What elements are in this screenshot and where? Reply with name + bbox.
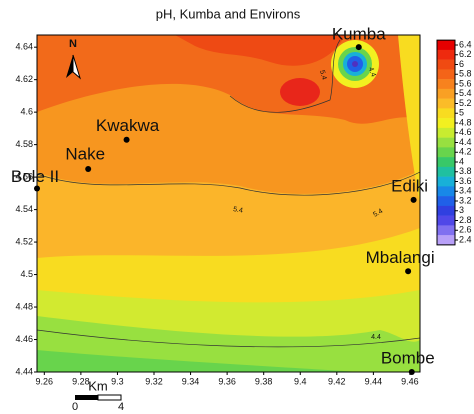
- place-marker: [408, 369, 415, 375]
- colorbar-cell: [437, 176, 455, 187]
- place-marker: [123, 136, 130, 143]
- colorbar-label: 3.6: [459, 176, 472, 186]
- y-tick-label: 4.44: [15, 366, 33, 376]
- colorbar-label: 6: [459, 59, 464, 69]
- x-tick-label: 9.34: [182, 376, 200, 386]
- colorbar-cell: [437, 118, 455, 129]
- contour-label: 4.4: [367, 66, 377, 78]
- colorbar-frame: [436, 39, 456, 246]
- place-label: Kumba: [332, 25, 386, 44]
- contour-fill: [37, 35, 420, 372]
- colorbar-cell: [437, 196, 455, 207]
- colorbar-cell: [437, 79, 455, 90]
- colorbar-cell: [437, 69, 455, 80]
- colorbar-label: 4: [459, 156, 464, 166]
- colorbar-cell: [437, 225, 455, 236]
- map-frame: [36, 34, 421, 373]
- x-tick-label: 9.36: [218, 376, 236, 386]
- contour-label: 5.4: [372, 208, 384, 219]
- place-marker: [405, 268, 412, 275]
- scale-bar: [75, 394, 122, 401]
- colorbar-label: 4.6: [459, 127, 472, 137]
- place-marker: [85, 165, 92, 172]
- colorbar-cell: [437, 157, 455, 168]
- x-tick-label: 9.26: [36, 376, 54, 386]
- y-tick-label: 4.56: [15, 171, 33, 181]
- colorbar-cell: [437, 108, 455, 119]
- colorbar-cell: [437, 127, 455, 138]
- colorbar-cell: [437, 59, 455, 70]
- scale-label: 4: [118, 401, 124, 413]
- y-tick-label: 4.52: [15, 236, 33, 246]
- place-label: Mbalangi: [366, 248, 435, 267]
- place-label: Bole II: [11, 167, 59, 186]
- north-arrow: [66, 54, 81, 80]
- y-tick-label: 4.64: [15, 42, 33, 52]
- y-tick-label: 4.48: [15, 301, 33, 311]
- colorbar-label: 4.2: [459, 147, 472, 157]
- y-tick-label: 4.46: [15, 334, 33, 344]
- y-tick-label: 4.6: [20, 107, 33, 117]
- colorbar-label: 3: [459, 205, 464, 215]
- colorbar-label: 3.2: [459, 195, 472, 205]
- colorbar-label: 3.8: [459, 166, 472, 176]
- scale-unit: Km: [88, 378, 108, 393]
- place-marker: [355, 44, 362, 51]
- title: pH, Kumba and Environs: [156, 6, 301, 21]
- colorbar-cell: [437, 98, 455, 109]
- colorbar-label: 6.4: [459, 39, 472, 49]
- colorbar-cell: [437, 88, 455, 99]
- colorbar-label: 4.4: [459, 137, 472, 147]
- x-tick-label: 9.28: [72, 376, 90, 386]
- y-tick-label: 4.54: [15, 204, 33, 214]
- colorbar-label: 5.6: [459, 78, 472, 88]
- colorbar-label: 2.8: [459, 215, 472, 225]
- y-tick-label: 4.5: [20, 269, 33, 279]
- place-label: Bombe: [381, 348, 435, 367]
- north-label: N: [69, 38, 77, 50]
- y-tick-label: 4.62: [15, 74, 33, 84]
- colorbar-cell: [437, 215, 455, 226]
- scale-label: 0: [72, 401, 78, 413]
- colorbar-cell: [437, 49, 455, 60]
- x-tick-label: 9.44: [365, 376, 383, 386]
- colorbar-label: 3.4: [459, 186, 472, 196]
- colorbar-cell: [437, 40, 455, 51]
- colorbar-label: 5.2: [459, 98, 472, 108]
- colorbar-label: 6.2: [459, 49, 472, 59]
- colorbar-cell: [437, 235, 455, 246]
- colorbar-cell: [437, 147, 455, 158]
- colorbar-label: 2.6: [459, 225, 472, 235]
- x-tick-label: 9.38: [255, 376, 273, 386]
- place-marker: [34, 185, 40, 192]
- x-tick-label: 9.4: [294, 376, 307, 386]
- contour-label: 5.4: [318, 69, 327, 80]
- x-tick-label: 9.42: [328, 376, 346, 386]
- place-label: Ediki: [391, 176, 428, 195]
- colorbar-cell: [437, 186, 455, 197]
- colorbar-cell: [437, 205, 455, 216]
- place-label: Nake: [65, 144, 105, 163]
- colorbar-label: 2.4: [459, 234, 472, 244]
- x-tick-label: 9.3: [111, 376, 124, 386]
- contour-label: 4.4: [371, 334, 381, 341]
- colorbar-label: 4.8: [459, 117, 472, 127]
- colorbar-cell: [437, 137, 455, 148]
- place-marker: [410, 196, 417, 203]
- colorbar-label: 5.8: [459, 69, 472, 79]
- colorbar-label: 5.4: [459, 88, 472, 98]
- contour-label: 5.4: [233, 206, 244, 215]
- x-tick-label: 9.46: [401, 376, 419, 386]
- place-label: Kwakwa: [96, 116, 160, 135]
- colorbar-label: 5: [459, 108, 464, 118]
- y-tick-label: 4.58: [15, 139, 33, 149]
- x-tick-label: 9.32: [145, 376, 163, 386]
- colorbar-cell: [437, 166, 455, 177]
